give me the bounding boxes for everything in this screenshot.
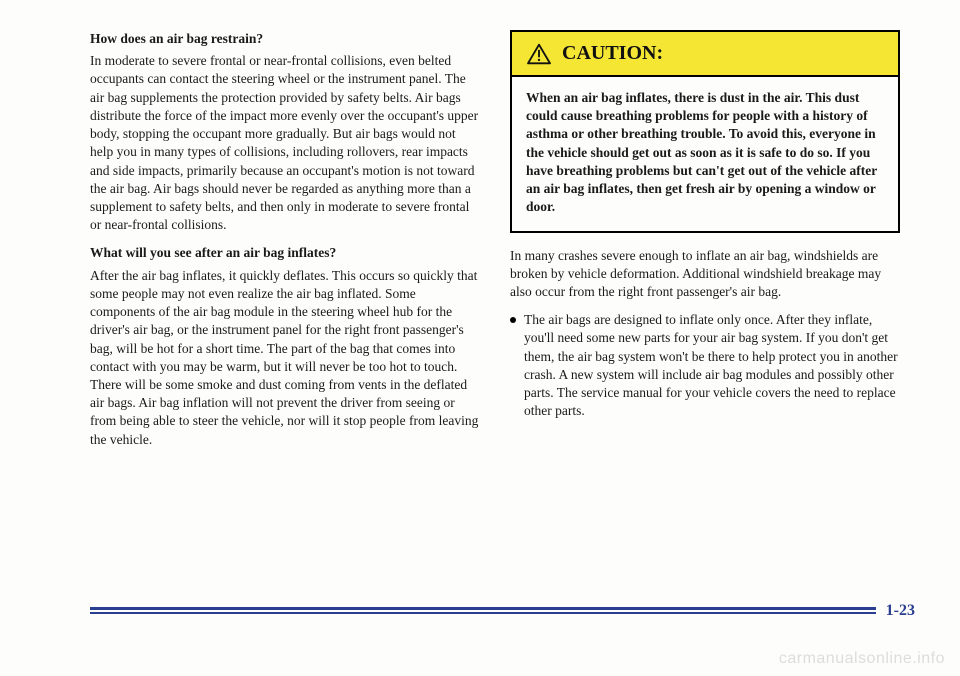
caution-body: When an air bag inflates, there is dust …: [512, 77, 898, 231]
page-number: 1-23: [876, 602, 915, 620]
page-footer-divider: 1-23: [90, 607, 915, 616]
watermark-text: carmanualsonline.info: [779, 650, 945, 668]
caution-box: CAUTION: When an air bag inflates, there…: [510, 30, 900, 233]
heading-restrain: How does an air bag restrain?: [90, 30, 480, 48]
para-after-inflate: After the air bag inflates, it quickly d…: [90, 267, 480, 449]
bullet-item: The air bags are designed to inflate onl…: [510, 311, 900, 420]
para-windshield: In many crashes severe enough to inflate…: [510, 247, 900, 302]
caution-title: CAUTION:: [562, 40, 663, 67]
bullet-text: The air bags are designed to inflate onl…: [524, 311, 900, 420]
caution-header: CAUTION:: [512, 32, 898, 77]
bullet-dot-icon: [510, 317, 516, 323]
left-column: How does an air bag restrain? In moderat…: [90, 30, 480, 459]
two-column-layout: How does an air bag restrain? In moderat…: [90, 30, 900, 459]
manual-page: How does an air bag restrain? In moderat…: [0, 0, 960, 676]
warning-triangle-icon: [526, 43, 552, 65]
heading-after-inflate: What will you see after an air bag infla…: [90, 244, 480, 262]
divider-line-top: [90, 607, 915, 610]
divider-line-bottom: [90, 612, 915, 615]
para-restrain: In moderate to severe frontal or near-fr…: [90, 52, 480, 234]
right-column: CAUTION: When an air bag inflates, there…: [510, 30, 900, 459]
